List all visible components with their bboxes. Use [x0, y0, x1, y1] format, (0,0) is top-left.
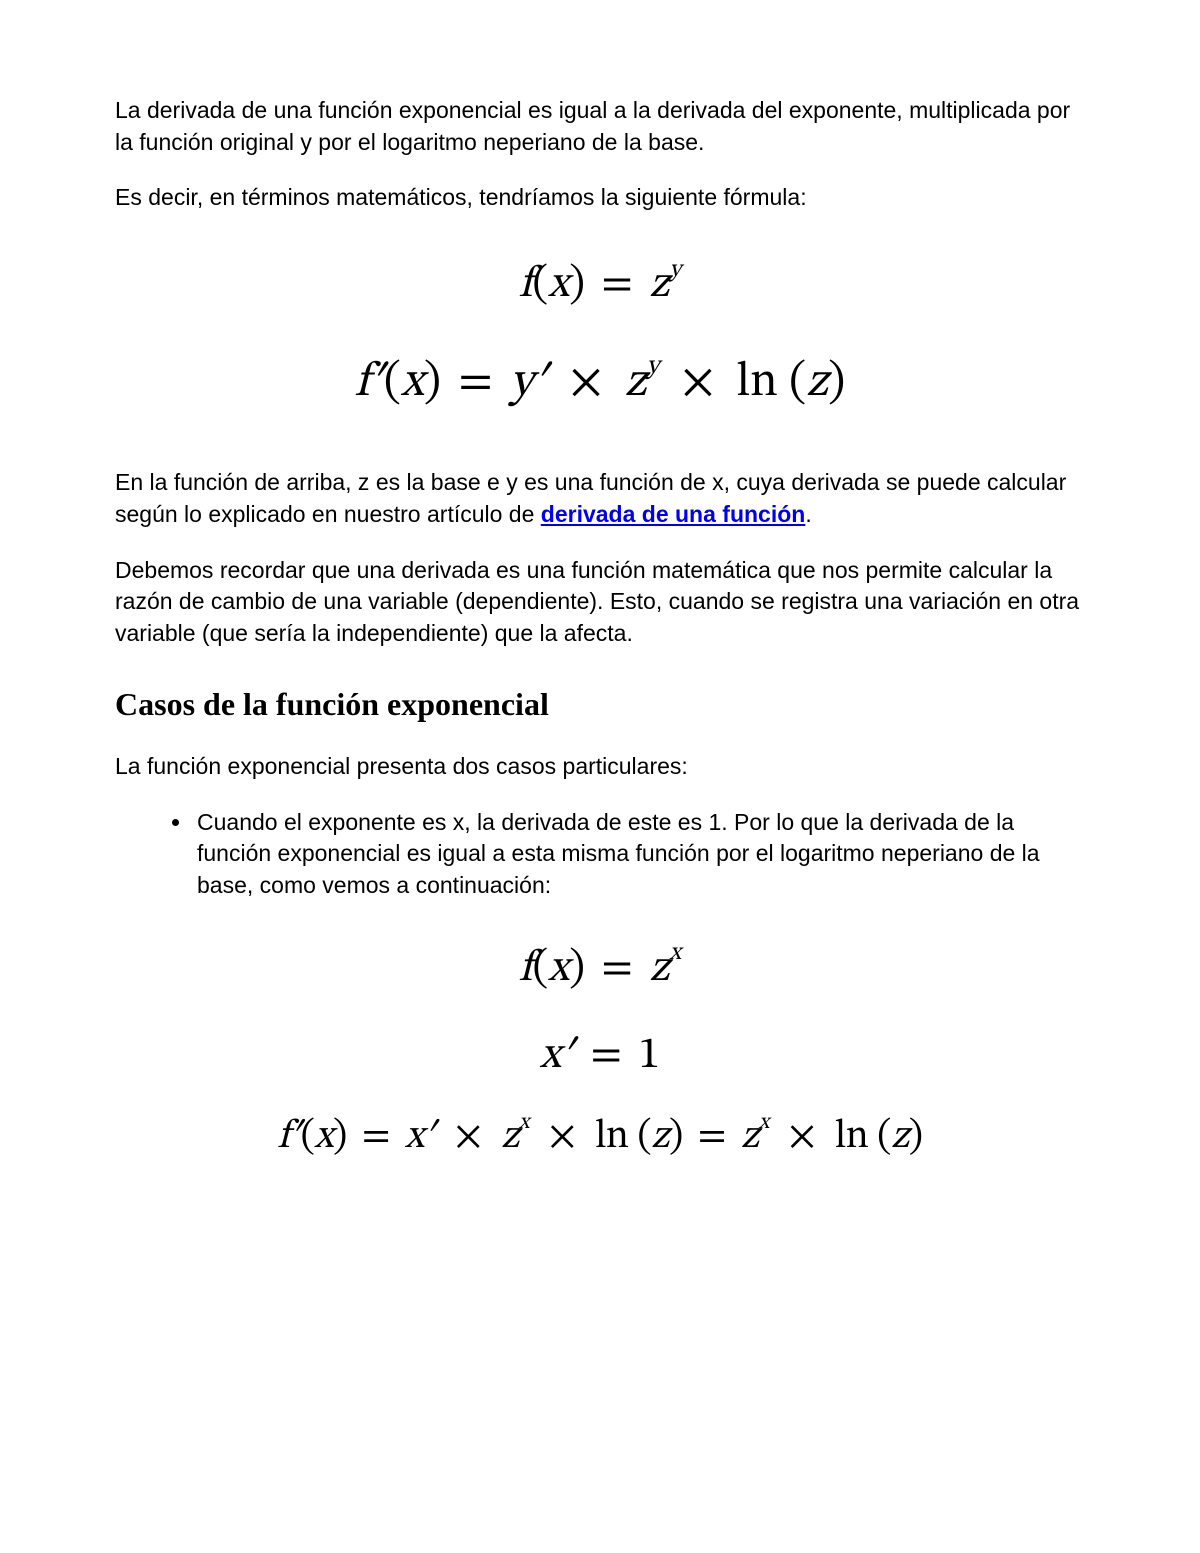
- paragraph-intro-1: La derivada de una función exponencial e…: [115, 95, 1085, 158]
- formula-2-line-2: x′ = 1: [115, 1029, 1085, 1084]
- section-heading: Casos de la función exponencial: [115, 686, 1085, 723]
- link-derivada[interactable]: derivada de una función: [541, 501, 806, 527]
- bullet-item-1: Cuando el exponente es x, la derivada de…: [193, 807, 1085, 902]
- formula-2-line-3: f′(x) = x′ × zx × ln (z) = zx × ln (z): [115, 1112, 1085, 1162]
- paragraph-4: Debemos recordar que una derivada es una…: [115, 555, 1085, 650]
- formula-block-1: f(x) = zy f′(x) = y′ × zy × ln (z): [115, 238, 1085, 453]
- formula-1-line-1: f(x) = zy: [115, 258, 1085, 313]
- document-page: La derivada de una función exponencial e…: [0, 0, 1200, 1553]
- formula-2-line-1: f(x) = zx: [115, 942, 1085, 997]
- paragraph-5: La función exponencial presenta dos caso…: [115, 751, 1085, 783]
- formula-block-2: f(x) = zx x′ = 1 f′(x) = x′ × zx × ln (z…: [115, 922, 1085, 1162]
- paragraph-intro-2: Es decir, en términos matemáticos, tendr…: [115, 182, 1085, 214]
- formula-1-line-2: f′(x) = y′ × zy × ln (z): [115, 353, 1085, 413]
- bullet-list: Cuando el exponente es x, la derivada de…: [115, 807, 1085, 902]
- paragraph-3: En la función de arriba, z es la base e …: [115, 467, 1085, 530]
